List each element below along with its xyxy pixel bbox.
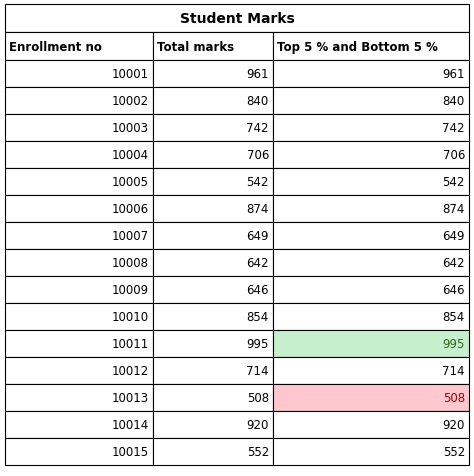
Bar: [153, 277, 273, 303]
Text: 10008: 10008: [112, 257, 149, 269]
Bar: [5, 303, 153, 330]
Text: 508: 508: [247, 391, 269, 404]
Bar: [153, 88, 273, 115]
Bar: [5, 142, 153, 169]
Text: 840: 840: [443, 95, 465, 108]
Bar: [5, 196, 153, 223]
Bar: [153, 196, 273, 223]
Bar: [153, 330, 273, 357]
Text: 542: 542: [443, 176, 465, 188]
Text: 920: 920: [246, 418, 269, 431]
Text: 961: 961: [246, 68, 269, 81]
Bar: [153, 411, 273, 438]
Text: 646: 646: [246, 283, 269, 297]
Text: 10003: 10003: [112, 122, 149, 135]
Text: 874: 874: [443, 203, 465, 216]
Text: 706: 706: [246, 149, 269, 162]
Text: 10002: 10002: [112, 95, 149, 108]
Text: 552: 552: [443, 445, 465, 458]
Bar: [273, 411, 469, 438]
Bar: [273, 303, 469, 330]
Bar: [5, 88, 153, 115]
Text: 961: 961: [443, 68, 465, 81]
Text: 649: 649: [246, 229, 269, 242]
Text: Enrollment no: Enrollment no: [9, 40, 102, 53]
Bar: [5, 277, 153, 303]
Bar: [5, 384, 153, 411]
Bar: [273, 115, 469, 142]
Text: 742: 742: [443, 122, 465, 135]
Text: 10001: 10001: [112, 68, 149, 81]
Text: Top 5 % and Bottom 5 %: Top 5 % and Bottom 5 %: [277, 40, 438, 53]
Bar: [273, 142, 469, 169]
Text: 642: 642: [246, 257, 269, 269]
Bar: [273, 169, 469, 196]
Text: 10013: 10013: [112, 391, 149, 404]
Bar: [153, 303, 273, 330]
Text: 840: 840: [247, 95, 269, 108]
Bar: [153, 357, 273, 384]
Bar: [153, 33, 273, 61]
Text: 920: 920: [443, 418, 465, 431]
Bar: [273, 438, 469, 465]
Bar: [273, 61, 469, 88]
Text: 10007: 10007: [112, 229, 149, 242]
Text: 642: 642: [443, 257, 465, 269]
Bar: [153, 438, 273, 465]
Bar: [5, 223, 153, 249]
Bar: [5, 33, 153, 61]
Bar: [153, 223, 273, 249]
Text: 995: 995: [443, 337, 465, 350]
Bar: [5, 357, 153, 384]
Text: 714: 714: [246, 364, 269, 377]
Bar: [273, 196, 469, 223]
Bar: [5, 169, 153, 196]
Bar: [153, 61, 273, 88]
Text: 10015: 10015: [112, 445, 149, 458]
Bar: [273, 277, 469, 303]
Text: 10012: 10012: [112, 364, 149, 377]
Bar: [5, 115, 153, 142]
Bar: [5, 411, 153, 438]
Text: 646: 646: [443, 283, 465, 297]
Bar: [5, 5, 469, 33]
Bar: [273, 33, 469, 61]
Text: 542: 542: [246, 176, 269, 188]
Text: 552: 552: [247, 445, 269, 458]
Bar: [273, 330, 469, 357]
Text: 995: 995: [246, 337, 269, 350]
Text: 649: 649: [443, 229, 465, 242]
Text: 10010: 10010: [112, 310, 149, 323]
Bar: [5, 438, 153, 465]
Bar: [5, 330, 153, 357]
Bar: [5, 61, 153, 88]
Text: 742: 742: [246, 122, 269, 135]
Bar: [153, 169, 273, 196]
Text: 10004: 10004: [112, 149, 149, 162]
Bar: [273, 384, 469, 411]
Text: 874: 874: [246, 203, 269, 216]
Bar: [273, 223, 469, 249]
Text: 10009: 10009: [112, 283, 149, 297]
Text: Student Marks: Student Marks: [180, 12, 294, 26]
Text: 854: 854: [443, 310, 465, 323]
Bar: [153, 249, 273, 277]
Bar: [5, 249, 153, 277]
Bar: [153, 115, 273, 142]
Text: 706: 706: [443, 149, 465, 162]
Bar: [273, 88, 469, 115]
Bar: [273, 357, 469, 384]
Text: 10006: 10006: [112, 203, 149, 216]
Bar: [273, 249, 469, 277]
Bar: [153, 142, 273, 169]
Text: 508: 508: [443, 391, 465, 404]
Text: 10014: 10014: [112, 418, 149, 431]
Text: 10011: 10011: [112, 337, 149, 350]
Text: 10005: 10005: [112, 176, 149, 188]
Text: 854: 854: [247, 310, 269, 323]
Text: 714: 714: [443, 364, 465, 377]
Text: Total marks: Total marks: [157, 40, 234, 53]
Bar: [153, 384, 273, 411]
